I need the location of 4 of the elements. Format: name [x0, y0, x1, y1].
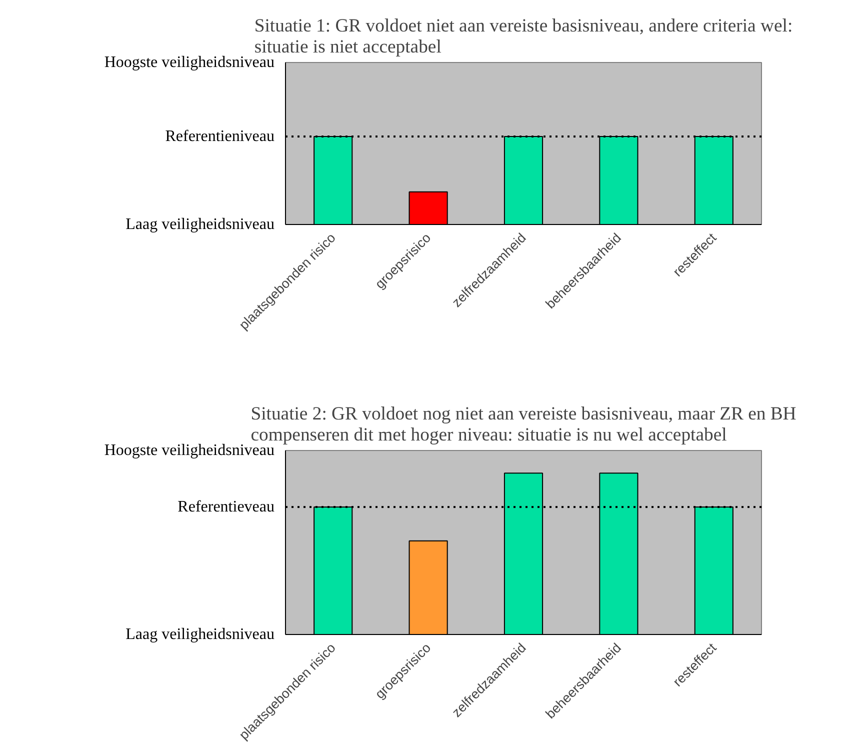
ref-line-label: Referentieveau — [178, 498, 274, 516]
text: Laag veiligheidsniveau — [126, 216, 275, 233]
ref-line-label: Referentieniveau — [165, 128, 275, 145]
text: Laag veiligheidsniveau — [126, 626, 275, 643]
